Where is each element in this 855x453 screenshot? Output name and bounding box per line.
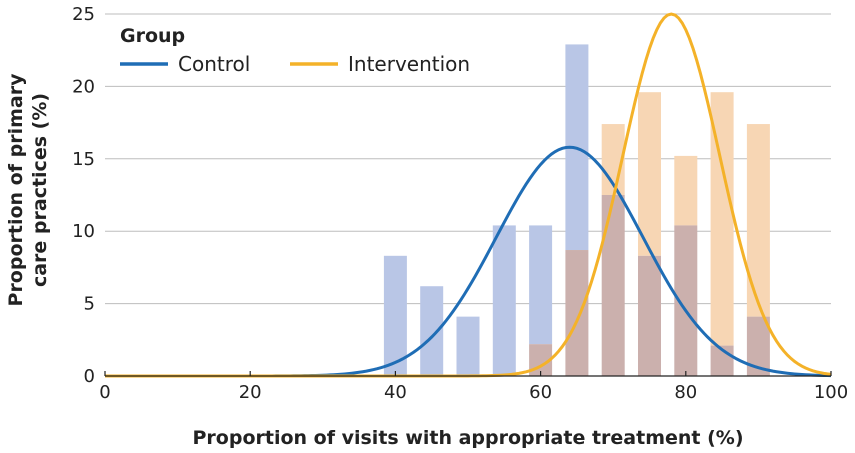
y-tick-label-5: 5 (84, 294, 95, 315)
x-tick-label-0: 0 (99, 382, 110, 403)
bar-control-55 (492, 225, 516, 376)
x-tick-label-80: 80 (674, 382, 697, 403)
y-tick-label-20: 20 (72, 76, 95, 97)
x-tick-label-60: 60 (529, 382, 552, 403)
bar-overlap-70 (601, 195, 625, 376)
legend: Group Control Intervention (120, 25, 470, 76)
x-tick-label-20: 20 (239, 382, 262, 403)
y-axis-title-line-2: care practices (%) (29, 93, 51, 287)
bar-intervention-75 (638, 92, 661, 256)
x-tick-label-40: 40 (384, 382, 407, 403)
bars (383, 44, 770, 376)
bar-intervention-80 (674, 155, 698, 226)
bar-control-50 (456, 316, 480, 376)
bar-overlap-90 (746, 316, 770, 376)
bar-overlap-75 (638, 255, 661, 376)
y-tick-label-25: 25 (72, 4, 95, 25)
bar-overlap-80 (674, 225, 698, 376)
x-axis-title: Proportion of visits with appropriate tr… (193, 427, 744, 449)
bar-control-45 (420, 286, 444, 376)
y-tick-label-0: 0 (84, 366, 95, 387)
legend-label-control: Control (178, 52, 250, 76)
legend-title: Group (120, 25, 185, 47)
y-tick-label-15: 15 (72, 149, 95, 170)
y-axis-title-line-1: Proportion of primary (5, 73, 27, 307)
bar-control-40 (383, 255, 407, 376)
axes: 0 5 10 15 20 25 0 20 40 60 80 100 (72, 4, 848, 403)
legend-label-intervention: Intervention (348, 52, 470, 76)
x-tick-label-100: 100 (814, 382, 848, 403)
bar-intervention-90 (746, 124, 770, 317)
y-tick-label-10: 10 (72, 221, 95, 242)
bar-intervention-85 (710, 92, 734, 346)
bar-overlap-65 (565, 250, 589, 376)
grid-lines (105, 13, 831, 305)
bar-control-60 (529, 225, 553, 345)
